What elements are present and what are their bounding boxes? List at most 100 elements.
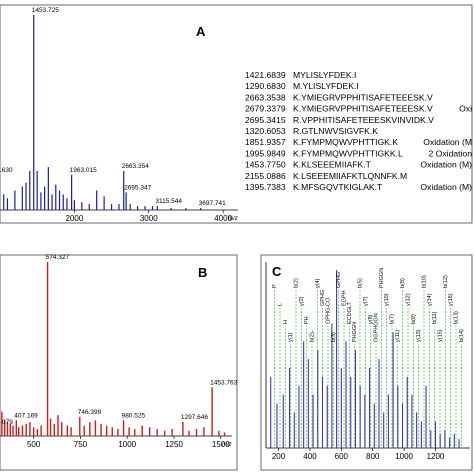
table-peptide: K.YMIEGRVPPHITISAFETEEESK.V [293, 104, 433, 114]
panel-c-ion-label: y(12) [406, 293, 412, 306]
panel-c-tick-label: 600 [335, 452, 349, 461]
panel-a-frame [0, 4, 473, 224]
panel-c-tick-label: 200 [272, 452, 286, 461]
panel-c-peaks [270, 270, 460, 448]
panel-c-x-ticks: 200 400 600 800 1000 1200 [272, 448, 445, 461]
panel-c-ion-label: b(2)- [310, 330, 316, 342]
table-peptide: R.VPPHITISAFETEEESKVINVIDK.V [293, 115, 434, 125]
panel-a-peak-label: 2663.354 [122, 163, 149, 170]
panel-b-partial-label: 079 [2, 419, 13, 426]
panel-b-peak-label: 1453.763 [210, 379, 237, 386]
table-peptide: M.YLISLYFDEK.I [293, 81, 359, 91]
panel-a-partial-label: .630 [0, 167, 13, 174]
panel-c-ion-label: H [283, 320, 289, 324]
table-modification: Oxidation (M) [420, 160, 472, 170]
table-peptide: MYLISLYFDEK.I [293, 70, 356, 80]
table-mass: 2155.0886 [245, 171, 286, 181]
panel-b-letter: B [198, 265, 207, 280]
table-mass: 1395.7383 [245, 182, 286, 192]
panel-b-plot: 500 750 1000 1250 1500 407.169 574.327 746.399… [0, 254, 238, 449]
panel-b-peak-label: 980.525 [122, 412, 146, 419]
table-mass: 1851.9357 [245, 137, 286, 147]
table-modification: Oxidation (M [423, 137, 472, 147]
panel-c-ion-label: P [272, 284, 278, 288]
panel-a-letter: A [196, 24, 206, 39]
panel-c-ion-label: b(13) [454, 311, 460, 324]
panel-b-x-unit: m/z [222, 442, 232, 448]
panel-c-tick-label: 1000 [395, 452, 413, 461]
panel-b-peak-label: 574.327 [46, 254, 70, 261]
panel-c-ion-label: PHGGN [352, 322, 358, 342]
panel-a-x-unit: m/z [228, 216, 238, 222]
panel-c-ion-label: b(3) [331, 332, 337, 342]
table-peptide: K.YMIEGRVPPHITISAFETEEESK.V [293, 92, 433, 102]
panel-a-peak-label: 3697.741 [199, 200, 226, 207]
panel-c-ion-label: y(1) [288, 332, 294, 342]
table-peptide: R.GTLNWVSIGVFK.K [293, 126, 378, 136]
panel-b-tick-label: 500 [27, 440, 41, 449]
panel-b-peak-labels: 407.169 574.327 746.399 980.525 1297.646 1453… [14, 254, 237, 421]
table-mass: 1320.6053 [245, 126, 286, 136]
panel-c-ion-label: GGPHGGN [374, 313, 380, 342]
panel-b-frame [0, 254, 238, 471]
table-mass: 2695.3415 [245, 115, 286, 125]
panel-c-ion-label: y(11) [395, 330, 401, 342]
panel-a-tick-label: 4000 [214, 214, 232, 223]
panel-a-peak-label: 1453.725 [32, 7, 59, 14]
panel-c-ion-label: PHGGN [379, 268, 385, 288]
panel-b-tick-label: 1000 [118, 440, 136, 449]
panel-b-tick-label: 750 [74, 440, 88, 449]
panel-c-ion-label: EGPH [342, 290, 348, 306]
panel-c-ion-label: b(9) [411, 314, 417, 324]
panel-a-peak-labels: 1453.725 1963.015 2663.354 2695.347 3115.544… [32, 7, 226, 207]
panel-c-ion-label: L [278, 303, 284, 306]
panel-c-ion-label: y(7) [363, 296, 369, 306]
panel-b-tick-label: 1500 [212, 440, 230, 449]
panel-a-x-ticks: 2000 3000 4000 [65, 210, 233, 223]
panel-c-ion-label: y(16) [448, 293, 454, 306]
panel-c-frame [260, 254, 473, 471]
panel-c-plot: 200 400 600 800 1000 1200 PLHy(1)b(2)y(2)PHb(… [265, 262, 470, 461]
table-mass: 2679.3379 [245, 104, 286, 114]
panel-c-tick-label: 1200 [427, 452, 445, 461]
panel-c-ion-label: PH [304, 316, 310, 324]
panel-a-peaks [3, 15, 202, 210]
table-peptide: K.KLSEEEMIIAFK.T [293, 160, 372, 170]
panel-c-ion-label: y(2) [299, 296, 305, 306]
panel-c-ion-label: b(5) [358, 278, 364, 288]
table-mass: 2663.3538 [245, 92, 286, 102]
panel-a-tick-label: 2000 [65, 214, 83, 223]
panel-c-letter: C [272, 264, 282, 279]
table-peptide: K.FYMPMQWVPHTTIGKK.L [293, 148, 403, 158]
table-peptide: K.MFSGQVTKIGLAK.T [293, 182, 383, 192]
table-mass: 1453.7750 [245, 160, 286, 170]
panel-c-ion-label: GPHG [320, 290, 326, 306]
panel-a-plot: 2000 3000 4000 1453.725 1963.015 2663.354 269… [0, 7, 238, 223]
table-mass: 1290.6830 [245, 81, 286, 91]
panel-c-ion-label: b(8) [400, 278, 406, 288]
table-modification: Oxi [459, 104, 472, 114]
panel-c-ion-label: y(15) [438, 329, 444, 342]
panel-b-peak-label: 407.169 [14, 412, 38, 419]
panel-c-ion-label: b(14) [459, 329, 465, 342]
table-peptide: K.LSEEEMIIAFKTLQNNFK.M [293, 171, 407, 181]
panel-b-peak-label: 746.399 [78, 409, 102, 416]
panel-c-ion-label: y(10) [384, 293, 390, 306]
table-mass: 1995.9849 [245, 148, 286, 158]
panel-a-peak-label: 1963.015 [70, 167, 97, 174]
table-modification: Oxidation (M) [420, 182, 472, 192]
panel-c-ion-label: GPHG-CO [326, 297, 332, 324]
panel-c-ion-label: y(13) [416, 329, 422, 342]
panel-a-peak-label: 3115.544 [155, 198, 182, 205]
panel-a-tick-label: 3000 [140, 214, 158, 223]
panel-b-tick-label: 1250 [165, 440, 183, 449]
panel-b-peaks [1, 262, 226, 436]
table-peptide: K.FYMPMQWVPHTTIGK.K [293, 137, 398, 147]
panel-c-ion-label: b(7) [390, 314, 396, 324]
panel-c-ion-label: y(4) [315, 278, 321, 288]
panel-c-tick-label: 400 [303, 452, 317, 461]
panel-c-tick-label: 800 [366, 452, 380, 461]
panel-c-ion-label: y(14) [427, 293, 433, 306]
